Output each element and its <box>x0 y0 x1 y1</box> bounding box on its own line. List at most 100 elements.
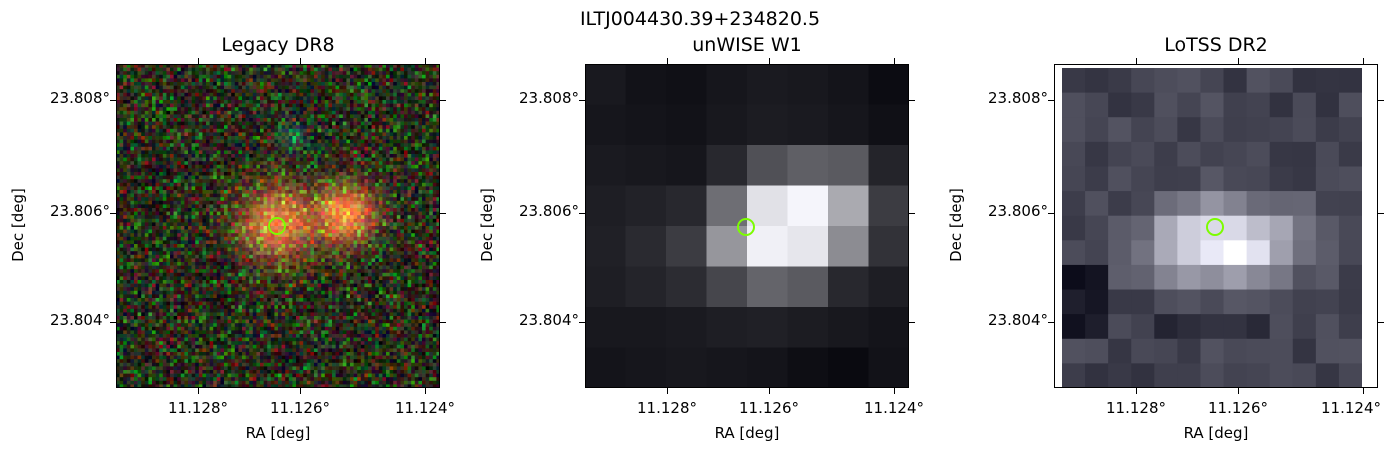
pixel <box>414 139 419 144</box>
pixel <box>256 208 261 212</box>
pixel <box>432 114 437 119</box>
pixel <box>202 215 207 220</box>
pixel <box>134 118 138 122</box>
pixel <box>166 247 171 252</box>
pixel <box>152 125 156 130</box>
pixel <box>155 254 160 259</box>
pixel <box>292 132 297 137</box>
pixel <box>119 182 124 187</box>
pixel <box>296 204 300 209</box>
pixel <box>245 139 250 144</box>
pixel <box>245 136 250 140</box>
pixel <box>342 247 347 252</box>
pixel <box>162 190 167 194</box>
pixel <box>195 251 200 256</box>
pixel <box>263 136 268 140</box>
pixel <box>429 244 434 248</box>
pixel <box>414 74 419 79</box>
pixel <box>202 107 207 112</box>
pixel <box>166 103 171 108</box>
pixel <box>220 71 225 76</box>
pixel <box>231 89 236 94</box>
pixel <box>144 215 149 220</box>
pixel <box>180 233 185 238</box>
pixel <box>220 172 225 176</box>
pixel <box>332 190 336 194</box>
pixel <box>134 114 138 119</box>
pixel <box>328 179 333 184</box>
pixel <box>368 197 372 202</box>
pixel <box>148 150 153 155</box>
pixel <box>162 175 167 180</box>
pixel <box>332 222 336 227</box>
pixel <box>364 132 369 137</box>
pixel <box>220 92 225 97</box>
pixel <box>170 236 174 241</box>
pixel <box>234 143 239 148</box>
pixel <box>368 114 372 119</box>
pixel <box>292 114 297 119</box>
pixel <box>119 208 124 212</box>
pixel <box>314 132 318 137</box>
pixel <box>299 244 304 248</box>
pixel <box>314 125 318 130</box>
pixel <box>292 197 297 202</box>
pixel <box>141 200 146 205</box>
pixel <box>249 215 254 220</box>
pixel <box>317 96 322 101</box>
pixel <box>152 215 156 220</box>
pixel <box>126 204 131 209</box>
pixel <box>321 125 326 130</box>
pixel <box>393 222 398 227</box>
pixel <box>173 110 178 115</box>
pixel <box>166 251 171 256</box>
pixel <box>422 175 426 180</box>
pixel <box>256 82 261 86</box>
pixel <box>274 118 279 122</box>
pixel <box>213 172 218 176</box>
pixel <box>350 136 354 140</box>
pixel <box>274 211 279 216</box>
pixel <box>339 172 344 176</box>
pixel <box>216 247 221 252</box>
pixel <box>166 200 171 205</box>
pixel <box>162 96 167 101</box>
pixel <box>299 121 304 126</box>
pixel <box>292 186 297 191</box>
pixel <box>364 211 369 216</box>
pixel <box>173 78 178 83</box>
pixel <box>357 244 362 248</box>
pixel <box>116 193 120 198</box>
pixel <box>285 78 290 83</box>
pixel <box>116 132 120 137</box>
pixel <box>328 197 333 202</box>
pixel <box>220 218 225 223</box>
pixel <box>141 74 146 79</box>
pixel <box>429 74 434 79</box>
pixel <box>382 121 387 126</box>
pixel <box>202 157 207 162</box>
pixel <box>231 125 236 130</box>
pixel <box>375 197 380 202</box>
pixel <box>267 193 272 198</box>
pixel <box>353 78 358 83</box>
pixel <box>245 82 250 86</box>
pixel <box>116 114 120 119</box>
pixel <box>328 222 333 227</box>
pixel <box>350 175 354 180</box>
pixel <box>155 193 160 198</box>
pixel <box>346 132 351 137</box>
pixel <box>432 161 437 166</box>
pixel <box>245 100 250 104</box>
pixel <box>429 254 434 259</box>
pixel <box>206 233 210 238</box>
pixel <box>429 233 434 238</box>
pixel <box>245 85 250 90</box>
pixel <box>357 128 362 133</box>
pixel <box>148 172 153 176</box>
pixel <box>396 186 401 191</box>
pixel <box>206 78 210 83</box>
pixel <box>116 247 120 252</box>
pixel <box>137 74 142 79</box>
pixel <box>173 182 178 187</box>
